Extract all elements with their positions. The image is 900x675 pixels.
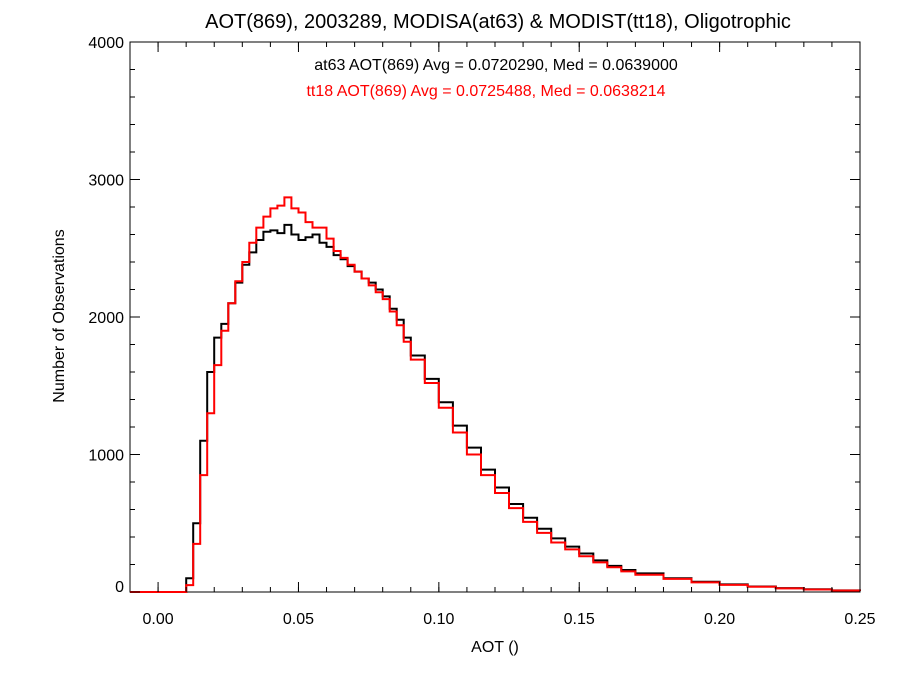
chart-title: AOT(869), 2003289, MODISA(at63) & MODIST… [205,11,791,33]
axis-ticks: 0.00 0.05 0.10 0.15 0.20 0.25 0 1000 2000 3000 400… [88,35,875,628]
y-tick-label: 3000 [88,173,124,190]
y-tick-label: 0 [115,579,124,596]
y-axis-label: Number of Observations [51,229,68,402]
y-tick-label: 2000 [88,310,124,327]
y-tick-label: 4000 [88,35,124,52]
x-tick-label: 0.25 [844,611,875,628]
x-tick-label: 0.10 [423,611,454,628]
series-line-0 [130,223,861,593]
x-tick-label: 0.20 [704,611,735,628]
x-tick-label: 0.15 [564,611,595,628]
series-line-1 [130,196,861,593]
x-tick-label: 0.00 [143,611,174,628]
y-tick-label: 1000 [88,448,124,465]
annotation-tt18-stats: tt18 AOT(869) Avg = 0.0725488, Med = 0.0… [306,83,665,100]
series-group [130,196,861,593]
x-axis-label: AOT () [471,639,519,656]
x-tick-label: 0.05 [283,611,314,628]
plot-frame [129,41,861,593]
annotation-at63-stats: at63 AOT(869) Avg = 0.0720290, Med = 0.0… [314,57,678,74]
